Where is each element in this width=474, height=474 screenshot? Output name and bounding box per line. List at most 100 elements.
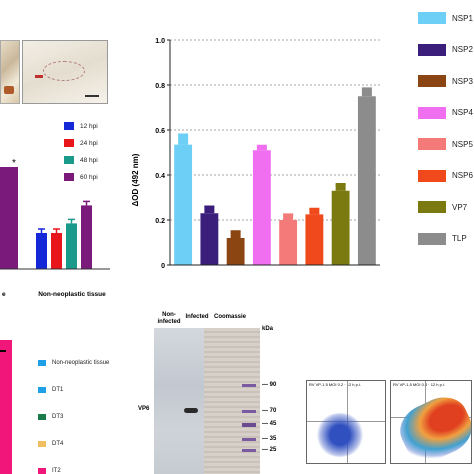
legend-label: NSP4: [452, 108, 473, 117]
legend-swatch: [38, 360, 46, 366]
legend-label: NSP3: [452, 76, 473, 86]
error-bar: [335, 184, 346, 191]
legend-swatch: [38, 414, 46, 420]
legend-swatch: [418, 75, 446, 87]
cropped-bar: [0, 167, 18, 269]
legend-label: NSP2: [452, 45, 473, 54]
bar-nsp4: [252, 150, 271, 265]
kda-marker: — 90: [262, 382, 277, 388]
bar-tlp: [357, 96, 376, 265]
legend-item-nsp3: NSP3: [418, 75, 473, 87]
legend-swatch: [418, 43, 446, 56]
non-infected-label: Non- infected: [157, 312, 181, 325]
it2-bar: [0, 340, 12, 474]
histology-image-right: [22, 40, 108, 104]
flow-plot-right: RV VP-1.5 MOI 0.4 · 12 h p.i.: [390, 380, 472, 464]
tissue-legend-item: DT4: [38, 441, 63, 447]
legend-swatch: [64, 139, 74, 147]
legend-swatch: [38, 441, 46, 447]
legend-item-nsp5: NSP5: [418, 138, 473, 150]
x-category-fragment: e: [2, 291, 6, 298]
y-tick-label: 0: [161, 263, 165, 270]
flow-right-title: RV VP-1.5 MOI 0.4 · 12 h p.i.: [393, 382, 445, 387]
error-bar: [230, 231, 241, 238]
hpi-legend-item: 24 hpi: [64, 139, 98, 147]
bar-nsp1: [174, 144, 193, 265]
bar-60-hpi: [81, 205, 92, 269]
blot-panel: Non- infected Infected Coomassie kDa VP6…: [138, 312, 280, 474]
legend-label: NSP5: [452, 139, 473, 149]
legend-item-nsp2: NSP2: [418, 43, 473, 56]
vp6-band: [184, 408, 198, 413]
legend-swatch: [418, 201, 446, 213]
histology-image-left: [0, 40, 20, 104]
error-bar: [204, 206, 215, 214]
hpi-bar-chart: * Non-neoplastic tissue e: [0, 158, 110, 298]
legend-label: 12 hpi: [80, 122, 98, 130]
legend-label: DT4: [52, 441, 64, 447]
legend-swatch: [38, 468, 46, 474]
legend-label: IT2: [52, 468, 61, 474]
bar-vp7: [331, 190, 350, 265]
legend-swatch: [64, 156, 74, 164]
legend-label: NSP6: [452, 171, 473, 180]
legend-swatch: [418, 232, 446, 245]
error-bar: [178, 134, 189, 145]
bar-nsp6: [305, 214, 324, 265]
y-axis-label: ΔOD (492 nm): [131, 153, 140, 206]
y-tick-label: 0.6: [155, 128, 165, 135]
legend-label: 48 hpi: [80, 156, 98, 164]
kda-marker: — 35: [262, 436, 277, 442]
error-bar: [309, 208, 320, 215]
significance-star: *: [12, 158, 16, 169]
legend-label: Non-neoplastic tissue: [52, 360, 110, 366]
legend-swatch: [418, 106, 446, 119]
bar-24-hpi: [51, 233, 62, 269]
legend-swatch: [418, 12, 446, 24]
coomassie-gel: [204, 328, 260, 474]
legend-label: VP7: [452, 202, 468, 212]
error-bar: [283, 214, 294, 220]
error-bar: [256, 145, 267, 151]
x-category-label: Non-neoplastic tissue: [38, 291, 106, 298]
hpi-legend-item: 12 hpi: [64, 122, 98, 130]
legend-label: TLP: [452, 234, 467, 243]
tissue-legend-item: IT2: [38, 468, 61, 474]
flow-left-title: RV VP-1.5 MOI 0.2 · 12 h p.i.: [309, 382, 361, 387]
legend-swatch: [418, 169, 446, 182]
error-bar: [361, 88, 372, 97]
legend-label: DT3: [52, 414, 64, 420]
flow-plot-left: RV VP-1.5 MOI 0.2 · 12 h p.i.: [306, 380, 386, 464]
legend-item-vp7: VP7: [418, 201, 467, 213]
bar-nsp3: [226, 238, 245, 265]
tissue-legend-item: Non-neoplastic tissue: [38, 360, 109, 366]
legend-swatch: [64, 122, 74, 130]
legend-label: 24 hpi: [80, 139, 98, 147]
legend-label: NSP1: [452, 13, 473, 23]
infected-label: Infected: [185, 314, 209, 320]
kda-label: kDa: [262, 326, 274, 332]
bottom-left-tick: [0, 350, 6, 352]
kda-marker: — 25: [262, 447, 277, 453]
bar-nsp5: [279, 220, 298, 265]
legend-item-tlp: TLP: [418, 232, 467, 245]
vp6-label: VP6: [138, 406, 150, 412]
kda-marker: — 45: [262, 421, 277, 427]
od-bar-chart: 0 0.2 0.4 0.6 0.8 1.0 ΔOD (492 nm): [131, 38, 380, 270]
legend-label: 60 hpi: [80, 173, 98, 181]
blot-membrane: [154, 328, 204, 474]
legend-swatch: [64, 173, 74, 181]
coomassie-label: Coomassie: [213, 314, 246, 320]
bar-nsp2: [200, 213, 219, 265]
legend-swatch: [38, 387, 46, 393]
hpi-legend-item: 48 hpi: [64, 156, 98, 164]
y-tick-label: 0.2: [155, 218, 165, 225]
legend-swatch: [418, 138, 446, 150]
hpi-legend-item: 60 hpi: [64, 173, 98, 181]
y-tick-label: 1.0: [155, 38, 165, 45]
bar-48-hpi: [66, 223, 77, 269]
legend-item-nsp6: NSP6: [418, 169, 473, 182]
legend-label: DT1: [52, 387, 64, 393]
y-tick-label: 0.8: [155, 83, 165, 90]
kda-marker: — 70: [262, 408, 277, 414]
